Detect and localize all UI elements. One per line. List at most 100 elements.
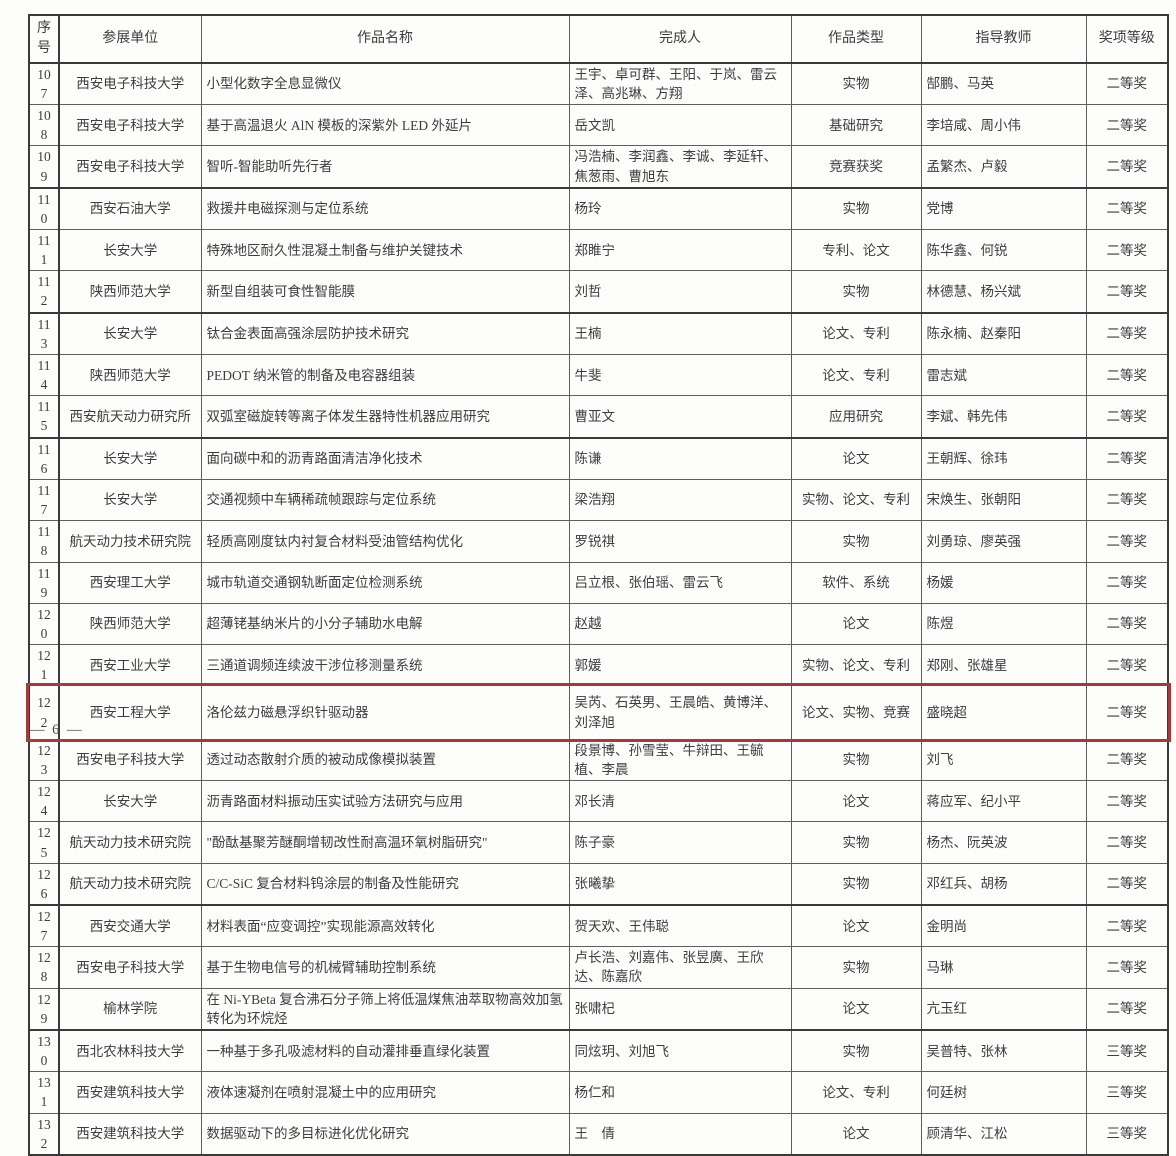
cell-type: 实物 [790, 1029, 922, 1073]
cell-award: 二等奖 [1085, 187, 1169, 230]
table-row: 114 陕西师范大学 PEDOT 纳米管的制备及电容器组装 牛斐 论文、专利 雷志斌 二等奖 [28, 353, 1169, 397]
cell-authors: 同炫玥、刘旭飞 [568, 1029, 792, 1073]
cell-title: 城市轨道交通钢轨断面定位检测系统 [200, 561, 570, 604]
cell-title: 基于生物电信号的机械臂辅助控制系统 [200, 946, 570, 989]
table-row: 120 陕西师范大学 超薄铑基纳米片的小分子辅助水电解 赵越 论文 陈煜 二等奖 [28, 602, 1169, 646]
cell-authors: 刘哲 [568, 270, 792, 314]
cell-authors: 杨玲 [568, 187, 792, 230]
cell-type: 软件、系统 [790, 561, 922, 604]
cell-advisors: 郑刚、张雄星 [920, 644, 1087, 687]
cell-no: 107 [28, 62, 60, 106]
cell-authors: 郭媛 [568, 644, 792, 687]
cell-type: 实物 [790, 946, 922, 989]
table-row: 127 西安交通大学 材料表面“应变调控”实现能源高效转化 贺天欢、王伟聪 论文 金明尚二… [28, 904, 1169, 948]
cell-unit: 陕西师范大学 [58, 353, 202, 397]
cell-unit: 西安建筑科技大学 [58, 1071, 202, 1114]
cell-unit: 长安大学 [58, 312, 202, 355]
cell-award: 二等奖 [1085, 478, 1169, 522]
cell-unit: 西安工业大学 [58, 644, 202, 687]
cell-advisors: 何廷树 [920, 1071, 1087, 1114]
cell-authors: 王 倩 [568, 1112, 792, 1156]
cell-title: 交通视频中车辆稀疏帧跟踪与定位系统 [200, 478, 570, 522]
cell-no: 127 [28, 904, 60, 948]
cell-authors: 吴芮、石英男、王晨皓、黄博洋、刘泽旭 [568, 685, 792, 740]
cell-advisors: 陈永楠、赵秦阳 [920, 312, 1087, 355]
cell-award: 二等奖 [1085, 437, 1169, 480]
cell-type: 实物 [790, 62, 922, 106]
cell-award: 二等奖 [1085, 946, 1169, 989]
cell-type: 论文、专利 [790, 312, 922, 355]
cell-award: 二等奖 [1085, 228, 1169, 272]
table-row: 131 西安建筑科技大学 液体速凝剂在喷射混凝土中的应用研究 杨仁和 论文、专利 何廷树三… [28, 1071, 1169, 1114]
cell-award: 二等奖 [1085, 270, 1169, 314]
cell-authors: 张啸杞 [568, 987, 792, 1031]
cell-type: 实物、论文、专利 [790, 644, 922, 687]
cell-type: 论文 [790, 1112, 922, 1156]
cell-no: 123 [28, 738, 60, 782]
cell-unit: 长安大学 [58, 437, 202, 480]
cell-authors: 冯浩楠、李润鑫、李诚、李延轩、焦葱雨、曹旭东 [568, 145, 792, 189]
cell-no: 131 [28, 1071, 60, 1114]
table-row: 123 西安电子科技大学 透过动态散射介质的被动成像模拟装置 段景博、孙雪莹、牛辩田、… [28, 738, 1169, 782]
table-row: 107 西安电子科技大学 小型化数字全息显微仪 王宇、卓可群、王阳、于岚、雷云泽、高兆… [28, 62, 1169, 106]
cell-award: 二等奖 [1085, 738, 1169, 782]
cell-unit: 航天动力技术研究院 [58, 821, 202, 864]
table-row: 125 航天动力技术研究院 "酚酞基聚芳醚酮增韧改性耐高温环氧树脂研究" 陈子豪 实物杨… [28, 821, 1169, 864]
cell-title: 救援井电磁探测与定位系统 [200, 187, 570, 230]
cell-type: 论文 [790, 437, 922, 480]
cell-award: 二等奖 [1085, 685, 1169, 740]
cell-type: 论文 [790, 780, 922, 823]
table-row: 128 西安电子科技大学 基于生物电信号的机械臂辅助控制系统 卢长浩、刘嘉伟、张昱廣、… [28, 946, 1169, 989]
cell-title: 基于高温退火 AlN 模板的深紫外 LED 外延片 [200, 104, 570, 147]
cell-award: 二等奖 [1085, 62, 1169, 106]
cell-no: 116 [28, 437, 60, 480]
cell-award: 二等奖 [1085, 145, 1169, 189]
cell-unit: 西安理工大学 [58, 561, 202, 604]
cell-unit: 航天动力技术研究院 [58, 862, 202, 906]
cell-authors: 曹亚文 [568, 395, 792, 439]
table-row: 116 长安大学 面向碳中和的沥青路面清洁净化技术 陈谦 论文 王朝辉、徐玮 二等奖 [28, 437, 1169, 480]
table-row: 124 长安大学 沥青路面材料振动压实试验方法研究与应用 邓长清 论文 蒋应军、纪小平 二等… [28, 780, 1169, 823]
cell-title: C/C-SiC 复合材料钨涂层的制备及性能研究 [200, 862, 570, 906]
cell-title: 三通道调频连续波干涉位移测量系统 [200, 644, 570, 687]
cell-unit: 西安电子科技大学 [58, 738, 202, 782]
cell-unit: 西安电子科技大学 [58, 145, 202, 189]
cell-type: 实物 [790, 520, 922, 563]
cell-advisors: 党博 [920, 187, 1087, 230]
table-row: 130 西北农林科技大学 一种基于多孔吸滤材料的自动灌排垂直绿化装置 同炫玥、刘旭飞实… [28, 1029, 1169, 1073]
cell-authors: 杨仁和 [568, 1071, 792, 1114]
cell-advisors: 杨媛 [920, 561, 1087, 604]
cell-advisors: 亢玉红 [920, 987, 1087, 1031]
cell-advisors: 陈煜 [920, 602, 1087, 646]
table-row: 129 榆林学院在 Ni-YBeta 复合沸石分子筛上将低温煤焦油萃取物高效加氢转… [28, 987, 1169, 1031]
cell-award: 二等奖 [1085, 644, 1169, 687]
cell-unit: 长安大学 [58, 478, 202, 522]
cell-title: 数据驱动下的多目标进化优化研究 [200, 1112, 570, 1156]
cell-award: 二等奖 [1085, 312, 1169, 355]
cell-no: 120 [28, 602, 60, 646]
cell-advisors: 蒋应军、纪小平 [920, 780, 1087, 823]
cell-advisors: 顾清华、江松 [920, 1112, 1087, 1156]
cell-award: 二等奖 [1085, 561, 1169, 604]
cell-award: 二等奖 [1085, 987, 1169, 1031]
cell-title: 钛合金表面高强涂层防护技术研究 [200, 312, 570, 355]
table-row: 119 西安理工大学 城市轨道交通钢轨断面定位检测系统 吕立根、张伯瑶、雷云飞 软件、系… [28, 561, 1169, 604]
cell-type: 实物 [790, 270, 922, 314]
cell-unit: 西安电子科技大学 [58, 104, 202, 147]
cell-type: 实物、论文、专利 [790, 478, 922, 522]
cell-title: 沥青路面材料振动压实试验方法研究与应用 [200, 780, 570, 823]
cell-no: 119 [28, 561, 60, 604]
cell-type: 专利、论文 [790, 228, 922, 272]
cell-advisors: 刘勇琼、廖英强 [920, 520, 1087, 563]
cell-title: 面向碳中和的沥青路面清洁净化技术 [200, 437, 570, 480]
cell-type: 实物 [790, 862, 922, 906]
table-row: 115 西安航天动力研究所 双弧室磁旋转等离子体发生器特性机器应用研究 曹亚文 应用研究… [28, 395, 1169, 439]
cell-advisors: 李斌、韩先伟 [920, 395, 1087, 439]
cell-unit: 西北农林科技大学 [58, 1029, 202, 1073]
cell-award: 二等奖 [1085, 602, 1169, 646]
cell-advisors: 王朝辉、徐玮 [920, 437, 1087, 480]
cell-no: 117 [28, 478, 60, 522]
table-row: 126 航天动力技术研究院 C/C-SiC 复合材料钨涂层的制备及性能研究 张曦挚 实物… [28, 862, 1169, 906]
cell-title: 新型自组装可食性智能膜 [200, 270, 570, 314]
table-row: 117 长安大学 交通视频中车辆稀疏帧跟踪与定位系统 梁浩翔 实物、论文、专利 宋焕生、张… [28, 478, 1169, 522]
